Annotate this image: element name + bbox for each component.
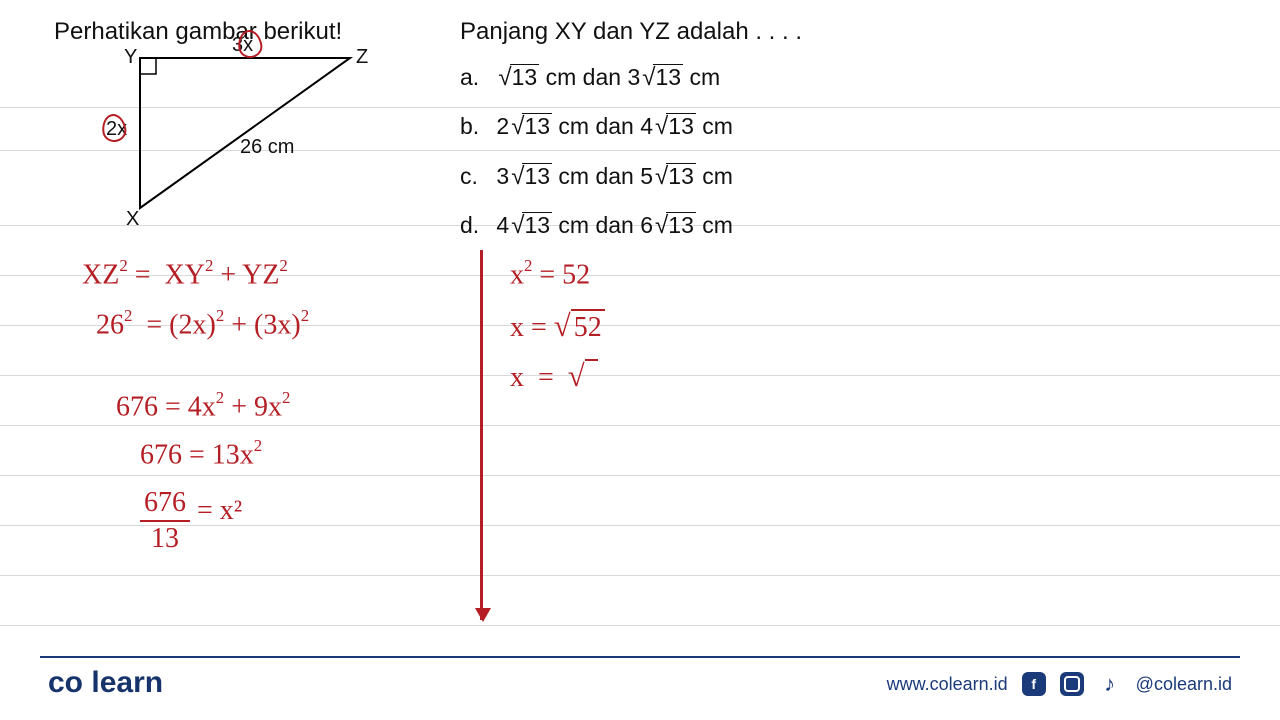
sqrt-icon: 13: [653, 204, 696, 247]
work-line-2: 262 = (2x)2 + (3x)2: [96, 308, 309, 342]
option-label: d.: [460, 205, 490, 246]
work-r3: x =: [510, 358, 598, 395]
sqrt-icon: 52: [554, 308, 605, 345]
question-text: Panjang XY dan YZ adalah . . . .: [460, 18, 802, 46]
work-r1: x2 = 52: [510, 258, 590, 292]
option-c: c. 313 cm dan 513 cm: [460, 155, 733, 198]
option-mid: cm dan 3: [539, 64, 640, 90]
option-lead: 4: [496, 212, 509, 238]
fraction-den: 13: [140, 522, 190, 556]
fraction-num: 676: [140, 486, 190, 522]
brand-logo: co learn: [48, 666, 163, 700]
option-lead: 3: [496, 163, 509, 189]
facebook-icon: f: [1022, 672, 1046, 696]
work-line-3: 676 = 4x2 + 9x2: [116, 390, 290, 424]
rule-line: [0, 625, 1280, 626]
problem-title: Perhatikan gambar berikut!: [54, 18, 342, 46]
side-xz-label: 26 cm: [240, 136, 294, 159]
footer-url: www.colearn.id: [887, 674, 1008, 695]
logo-part-a: co: [48, 666, 83, 699]
option-mid: cm dan 4: [552, 113, 653, 139]
sqrt-icon: 13: [496, 56, 539, 99]
option-lead: 2: [496, 113, 509, 139]
footer-divider: [40, 656, 1240, 658]
option-tail: cm: [696, 212, 733, 238]
sqrt-icon: 13: [653, 155, 696, 198]
sqrt-icon: 13: [509, 105, 552, 148]
option-b: b. 213 cm dan 413 cm: [460, 105, 733, 148]
work-r2: x = 52: [510, 308, 605, 345]
vertex-y-label: Y: [124, 46, 137, 69]
option-label: a.: [460, 57, 490, 98]
sqrt-icon: 13: [653, 105, 696, 148]
tiktok-icon: ♪: [1098, 672, 1122, 696]
option-tail: cm: [683, 64, 720, 90]
work-line-4: 676 = 13x2: [140, 438, 262, 472]
option-tail: cm: [696, 113, 733, 139]
sqrt-icon: 13: [509, 204, 552, 247]
option-mid: cm dan 5: [552, 163, 653, 189]
work-rhs: = x²: [197, 495, 242, 526]
option-label: c.: [460, 156, 490, 197]
option-tail: cm: [696, 163, 733, 189]
sqrt-icon: [568, 358, 598, 395]
option-label: b.: [460, 106, 490, 147]
page: Perhatikan gambar berikut! Y Z X 3x 2x 2…: [0, 0, 1280, 720]
fraction: 676 13: [140, 486, 190, 555]
footer-right: www.colearn.id f ♪ @colearn.id: [887, 672, 1232, 696]
rule-line: [0, 575, 1280, 576]
work-r2-lhs: x =: [510, 312, 554, 343]
option-mid: cm dan 6: [552, 212, 653, 238]
divider-arrow-icon: [480, 250, 483, 620]
work-line-1: XZ2 = XY2 + YZ2: [82, 258, 288, 292]
sqrt-icon: 13: [640, 56, 683, 99]
work-line-5: 676 13 = x²: [140, 486, 242, 555]
logo-part-b: learn: [91, 666, 163, 699]
answer-options: a. 13 cm dan 313 cm b. 213 cm dan 413 cm…: [460, 56, 733, 254]
vertex-z-label: Z: [356, 46, 368, 69]
triangle-diagram: Y Z X 3x 2x 26 cm: [120, 48, 400, 228]
rule-line: [0, 425, 1280, 426]
option-a: a. 13 cm dan 313 cm: [460, 56, 733, 99]
instagram-icon: [1060, 672, 1084, 696]
rule-line: [0, 475, 1280, 476]
sqrt-icon: 13: [509, 155, 552, 198]
rule-line: [0, 375, 1280, 376]
footer-handle: @colearn.id: [1136, 674, 1232, 695]
option-d: d. 413 cm dan 613 cm: [460, 204, 733, 247]
vertex-x-label: X: [126, 208, 139, 231]
